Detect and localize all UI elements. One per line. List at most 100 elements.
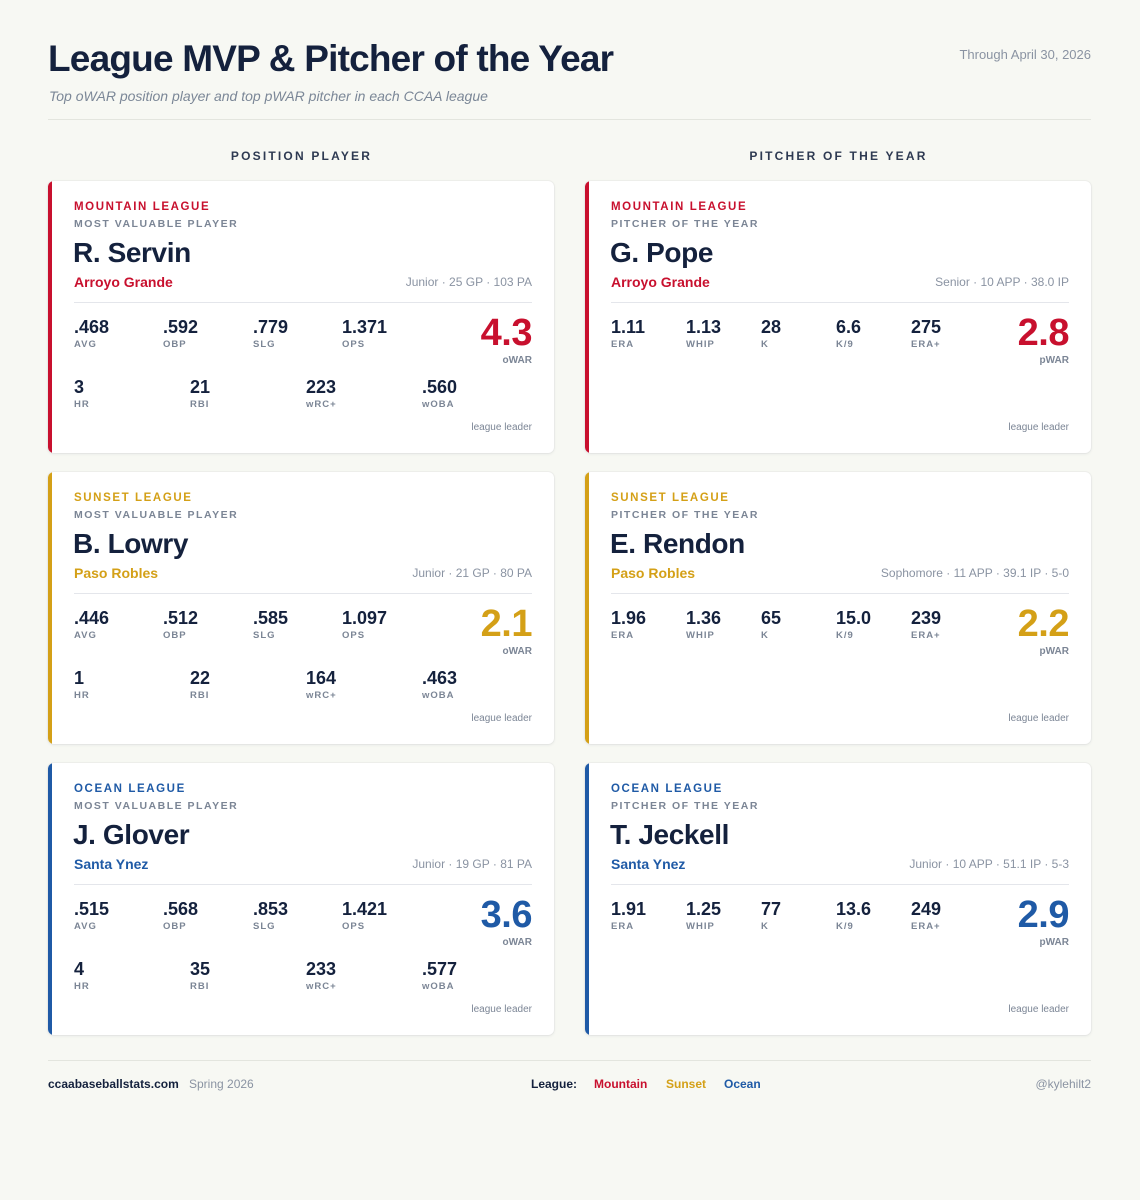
stat-value: 13.6 bbox=[836, 899, 872, 919]
stat-avg: .515 AVG bbox=[74, 898, 109, 932]
divider bbox=[611, 884, 1069, 885]
team-name: Santa Ynez bbox=[74, 856, 149, 872]
stat-label: SLG bbox=[253, 921, 276, 932]
stat-value: .560 bbox=[422, 377, 458, 397]
stat-value: .568 bbox=[163, 899, 199, 919]
league-leader-note: league leader bbox=[1008, 713, 1069, 724]
stat-label: WHIP bbox=[686, 339, 715, 350]
stat-ops: 1.371 OPS bbox=[342, 316, 387, 350]
league-name: MOUNTAIN LEAGUE bbox=[74, 201, 211, 213]
site-link[interactable]: ccaabaseballstats.com bbox=[48, 1077, 179, 1091]
league-name: MOUNTAIN LEAGUE bbox=[611, 201, 748, 213]
stat-label: K bbox=[761, 339, 769, 350]
stat-value: .853 bbox=[253, 899, 289, 919]
stat-wrc-plus: 233 wRC+ bbox=[306, 958, 337, 992]
stat-label: AVG bbox=[74, 339, 97, 350]
team-name: Arroyo Grande bbox=[74, 274, 173, 290]
column-heading-pitcher: PITCHER OF THE YEAR bbox=[749, 149, 928, 163]
as-of-date: Through April 30, 2026 bbox=[959, 47, 1091, 62]
stat-rbi: 21 RBI bbox=[190, 376, 210, 410]
award-label: PITCHER OF THE YEAR bbox=[611, 218, 759, 230]
stat-label: RBI bbox=[190, 690, 210, 701]
stat-woba: .463 wOBA bbox=[422, 667, 457, 701]
stat-value: 3 bbox=[74, 377, 85, 397]
award-label: PITCHER OF THE YEAR bbox=[611, 800, 759, 812]
stat-hr: 4 HR bbox=[74, 958, 90, 992]
war-label: pWAR bbox=[1039, 937, 1069, 948]
league-name: SUNSET LEAGUE bbox=[74, 492, 193, 504]
player-meta: Senior · 10 APP · 38.0 IP bbox=[935, 275, 1069, 289]
poy-card-ocean: OCEAN LEAGUE PITCHER OF THE YEAR T. Jeck… bbox=[585, 763, 1091, 1035]
stat-hr: 3 HR bbox=[74, 376, 90, 410]
war-label: pWAR bbox=[1039, 646, 1069, 657]
player-name: E. Rendon bbox=[610, 528, 745, 559]
stat-value: 28 bbox=[761, 317, 782, 337]
war-value: 2.2 bbox=[1017, 603, 1070, 645]
stat-label: OBP bbox=[163, 630, 187, 641]
page-header: League MVP & Pitcher of the Year Top oWA… bbox=[48, 38, 1091, 120]
stat-label: RBI bbox=[190, 981, 210, 992]
stat-wrc-plus: 164 wRC+ bbox=[306, 667, 337, 701]
stat-value: 1.371 bbox=[342, 317, 388, 337]
player-name: R. Servin bbox=[73, 237, 191, 268]
stat-ops: 1.421 OPS bbox=[342, 898, 387, 932]
stat-label: RBI bbox=[190, 399, 210, 410]
league-leader-note: league leader bbox=[1008, 422, 1069, 433]
stat-label: OPS bbox=[342, 339, 366, 350]
stat-value: 77 bbox=[761, 899, 782, 919]
stat-obp: .512 OBP bbox=[163, 607, 198, 641]
award-label: PITCHER OF THE YEAR bbox=[611, 509, 759, 521]
war-label: oWAR bbox=[502, 355, 532, 366]
league-accent-bar bbox=[585, 472, 589, 744]
stat-whip: 1.13 WHIP bbox=[686, 316, 721, 350]
war-block: 4.3 oWAR bbox=[481, 312, 533, 366]
stat-k-per-9: 6.6 K/9 bbox=[836, 316, 861, 350]
stat-value: 4 bbox=[74, 959, 85, 979]
stat-rbi: 35 RBI bbox=[190, 958, 210, 992]
divider bbox=[611, 302, 1069, 303]
stat-ops: 1.097 OPS bbox=[342, 607, 387, 641]
stat-label: wOBA bbox=[422, 690, 455, 701]
stat-label: OBP bbox=[163, 339, 187, 350]
league-name: OCEAN LEAGUE bbox=[611, 783, 723, 795]
stat-label: ERA bbox=[611, 630, 635, 641]
stat-value: .512 bbox=[163, 608, 199, 628]
war-block: 3.6 oWAR bbox=[480, 894, 533, 948]
stat-value: 21 bbox=[190, 377, 211, 397]
war-value: 3.6 bbox=[480, 894, 533, 936]
stat-value: 6.6 bbox=[836, 317, 862, 337]
stat-value: 1.421 bbox=[342, 899, 388, 919]
stat-value: .515 bbox=[74, 899, 110, 919]
stat-value: 249 bbox=[911, 899, 942, 919]
stat-label: HR bbox=[74, 981, 90, 992]
war-block: 2.2 pWAR bbox=[1017, 603, 1070, 657]
mvp-card-ocean: OCEAN LEAGUE MOST VALUABLE PLAYER J. Glo… bbox=[48, 763, 554, 1035]
stat-slg: .585 SLG bbox=[253, 607, 288, 641]
stat-value: 223 bbox=[306, 377, 337, 397]
league-accent-bar bbox=[48, 763, 52, 1035]
war-label: oWAR bbox=[502, 937, 532, 948]
stat-label: WHIP bbox=[686, 630, 715, 641]
legend-item-ocean: Ocean bbox=[724, 1077, 761, 1091]
legend-item-mountain: Mountain bbox=[594, 1077, 648, 1091]
player-meta: Sophomore · 11 APP · 39.1 IP · 5-0 bbox=[880, 566, 1069, 580]
stat-label: K bbox=[761, 630, 769, 641]
team-name: Arroyo Grande bbox=[611, 274, 710, 290]
team-name: Paso Robles bbox=[611, 565, 696, 581]
stat-value: 164 bbox=[306, 668, 337, 688]
author-handle[interactable]: @kylehilt2 bbox=[1035, 1077, 1091, 1091]
war-value: 2.8 bbox=[1017, 312, 1070, 354]
war-label: pWAR bbox=[1039, 355, 1069, 366]
stat-label: K/9 bbox=[836, 339, 854, 350]
page-footer: ccaabaseballstats.com Spring 2026 League… bbox=[48, 1060, 1091, 1110]
stat-whip: 1.36 WHIP bbox=[686, 607, 721, 641]
stat-value: 275 bbox=[911, 317, 942, 337]
stat-label: ERA bbox=[611, 339, 635, 350]
stat-label: wRC+ bbox=[306, 981, 337, 992]
stat-label: HR bbox=[74, 399, 90, 410]
stat-k-per-9: 13.6 K/9 bbox=[836, 898, 871, 932]
stat-k: 65 K bbox=[761, 607, 781, 641]
league-leader-note: league leader bbox=[471, 713, 532, 724]
stat-slg: .779 SLG bbox=[253, 316, 288, 350]
page-subtitle: Top oWAR position player and top pWAR pi… bbox=[49, 88, 488, 104]
